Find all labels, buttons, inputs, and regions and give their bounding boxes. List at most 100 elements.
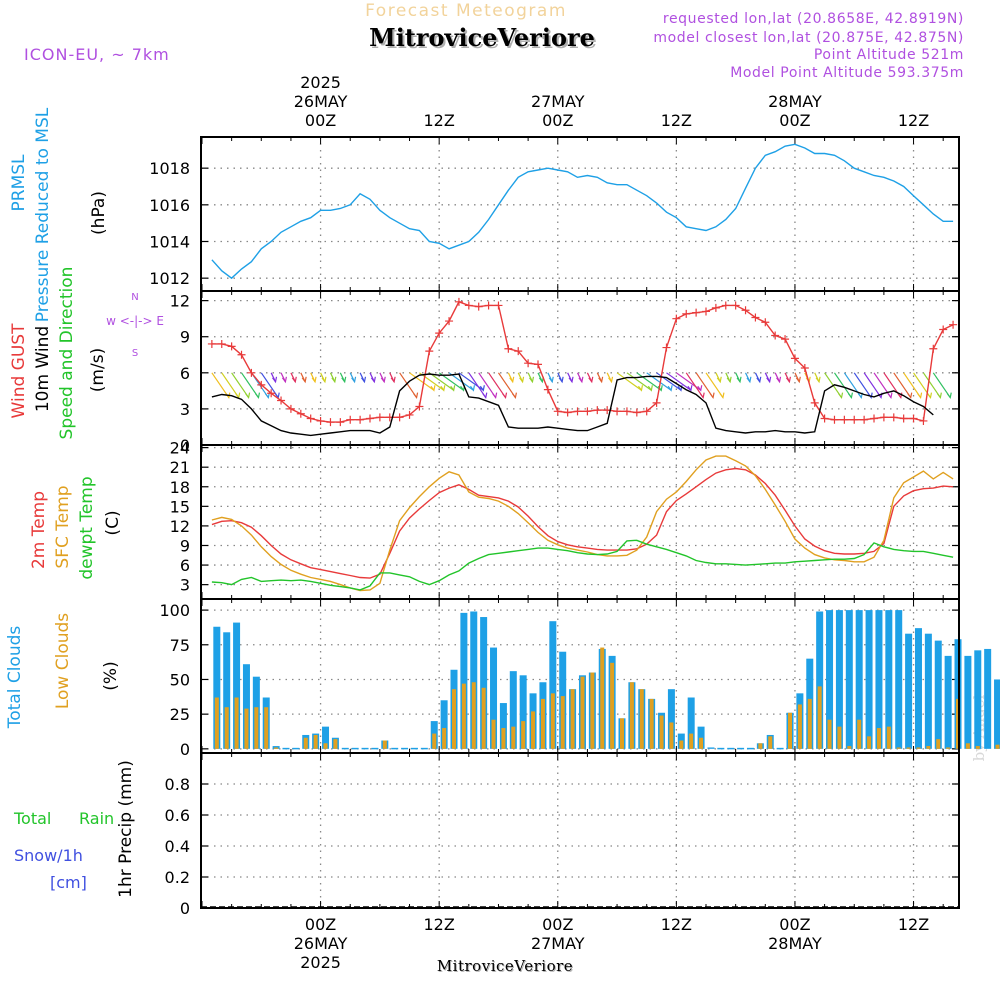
point-altitude: Point Altitude 521m (814, 47, 964, 63)
legend-snow: Snow/1h (14, 846, 83, 865)
bar-low-clouds (906, 747, 911, 749)
wind-arrow-head (667, 385, 673, 392)
bar-total-clouds (519, 675, 527, 749)
gust-marker (533, 360, 542, 369)
bar-low-clouds (995, 744, 1000, 749)
time-label-bottom: 28MAY (768, 934, 822, 953)
legend-rain: Rain (79, 809, 114, 828)
y-tick-label: 0 (180, 899, 190, 918)
wind-arrow-head (776, 376, 782, 384)
gust-marker (672, 314, 681, 323)
time-label-bottom: 00Z (779, 915, 810, 934)
chart-panels: 1012 1014 1016 1018 PRMSL Pressure Reduced to… (5, 107, 1000, 918)
bar-low-clouds (975, 746, 980, 749)
gust-marker (860, 415, 869, 424)
bar-low-clouds (946, 747, 951, 749)
bar-total-clouds (914, 628, 922, 749)
bar-total-clouds (826, 610, 834, 749)
wind-arrow-head (847, 392, 854, 400)
bar-total-clouds (875, 610, 883, 749)
bar-total-clouds (410, 747, 418, 750)
gust-marker (474, 302, 483, 311)
gust-marker (682, 309, 691, 318)
bar-low-clouds (768, 736, 773, 749)
wind-arrow-head (926, 392, 933, 400)
wind-arrow-head (647, 385, 653, 392)
wind-arrow-head (867, 392, 873, 400)
gust-marker (702, 307, 711, 316)
wind-arrow (666, 372, 692, 391)
wind-arrow-head (245, 392, 251, 400)
y-tick-label: 21 (170, 458, 190, 477)
gust-marker (316, 416, 325, 425)
wind-arrow (419, 372, 445, 391)
bar-total-clouds (470, 611, 478, 749)
gust-marker (613, 407, 622, 416)
series-line-wind-gust (211, 300, 954, 423)
gust-marker (662, 343, 671, 352)
y-tick-label: 3 (180, 576, 190, 595)
bar-total-clouds (490, 647, 498, 749)
chart-title-shadow: MitroviceVeriore (371, 25, 597, 54)
compass-south: S (132, 348, 138, 359)
axis-unit-c: (C) (103, 510, 123, 535)
bar-total-clouds (341, 747, 349, 750)
wind-arrow (448, 372, 474, 391)
bar-total-clouds (499, 703, 507, 749)
wind-arrow-head (370, 376, 376, 384)
y-tick-label: 12 (170, 292, 190, 311)
wind-arrow (616, 372, 642, 391)
bar-low-clouds (847, 746, 852, 749)
wind-arrow-head (697, 385, 703, 392)
wind-arrow-head (440, 385, 446, 392)
wind-arrow-head (519, 376, 525, 384)
bar-low-clouds (303, 737, 308, 749)
gust-marker (889, 413, 898, 422)
wind-arrow-head (291, 376, 297, 384)
axis-label-speed-direction: Speed and Direction (57, 267, 77, 440)
wind-arrow-head (716, 376, 722, 384)
gust-marker (949, 320, 958, 329)
gust-marker (524, 359, 533, 368)
gust-marker (771, 331, 780, 340)
wind-arrow (626, 372, 652, 391)
axis-unit-ms: (m/s) (88, 348, 108, 392)
bar-total-clouds (292, 747, 300, 750)
gust-marker (761, 318, 770, 327)
y-tick-label: 75 (170, 636, 190, 655)
bar-total-clouds (905, 633, 913, 749)
gust-marker (622, 407, 631, 416)
gust-marker (781, 335, 790, 344)
gust-marker (375, 413, 384, 422)
bar-low-clouds (323, 743, 328, 749)
bar-total-clouds (984, 648, 992, 749)
gust-marker (800, 364, 809, 372)
wind-arrow-head (450, 385, 456, 392)
y-tick-label: 0.4 (165, 837, 190, 856)
bar-low-clouds (867, 736, 872, 749)
axis-label-total-clouds: Total Clouds (5, 626, 25, 730)
bar-total-clouds (895, 610, 903, 749)
wind-arrow (636, 372, 662, 391)
bar-total-clouds (549, 621, 557, 749)
bar-low-clouds (669, 722, 674, 749)
wind-arrow-head (301, 376, 307, 384)
chart-subtitle: Forecast Meteogram (365, 1, 567, 21)
panel-clouds: 0 25 50 75 100 Total Clouds Low Clouds (%) (5, 598, 1000, 759)
wind-arrow-head (390, 376, 396, 384)
bar-low-clouds (689, 733, 694, 749)
bar-low-clouds (214, 697, 219, 749)
wind-arrow-head (254, 392, 261, 400)
bar-low-clouds (224, 707, 229, 749)
axis-label-precip: 1hr Precip (mm) (116, 760, 136, 898)
bar-total-clouds (934, 640, 942, 749)
wind-arrow-head (341, 376, 347, 384)
wind-arrow-head (548, 376, 554, 384)
footer-station: MitroviceVeriore (437, 957, 573, 975)
gust-marker (257, 380, 266, 389)
wind-arrow-head (430, 385, 436, 392)
wind-arrow-head (528, 376, 535, 384)
bar-total-clouds (845, 610, 853, 749)
gust-marker (227, 342, 236, 351)
bar-total-clouds (776, 747, 784, 750)
